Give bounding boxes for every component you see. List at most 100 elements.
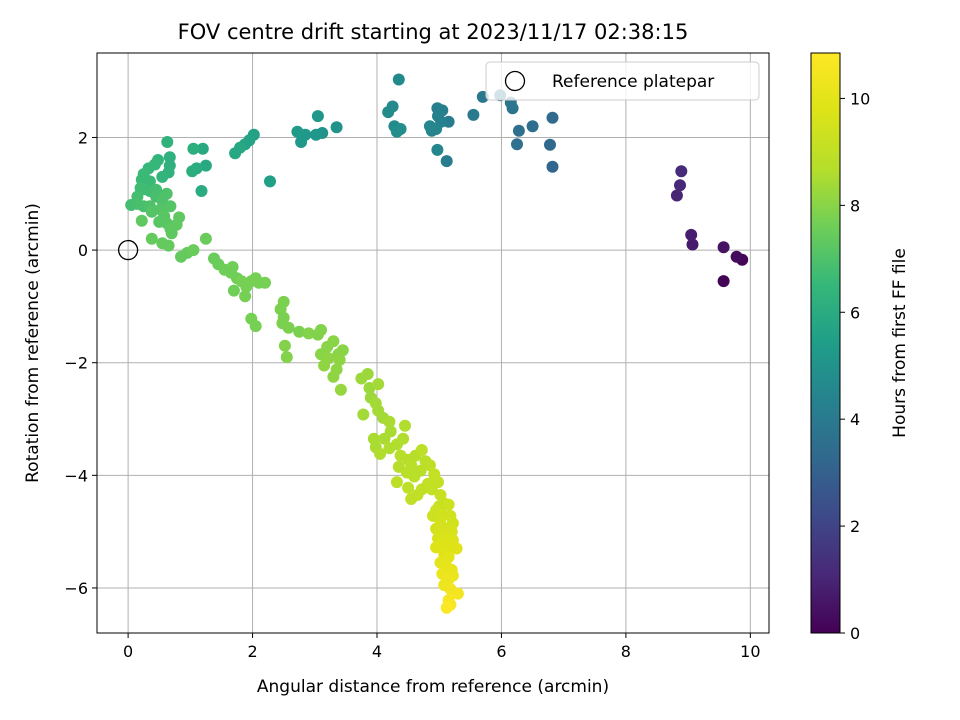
x-tick-label: 4 (372, 642, 382, 661)
data-point (227, 284, 240, 297)
data-point (196, 142, 209, 155)
legend-box (485, 61, 760, 101)
data-point (293, 325, 306, 338)
colorbar-tick-label: 2 (850, 517, 860, 536)
data-point (199, 232, 212, 245)
data-point (135, 214, 148, 227)
y-tick-label: 2 (78, 128, 88, 147)
data-point (160, 187, 173, 200)
data-point (451, 587, 464, 600)
reference-marker-layer (117, 239, 139, 261)
data-point (431, 143, 444, 156)
data-point (327, 335, 340, 348)
data-point (402, 481, 415, 494)
colorbar-gradient (810, 52, 841, 634)
data-point (334, 383, 347, 396)
data-point (259, 276, 271, 289)
x-tick-label: 6 (496, 642, 506, 661)
data-point (546, 160, 559, 173)
reference-platepar-marker (117, 239, 139, 261)
data-point (415, 444, 428, 456)
y-axis-label: Rotation from reference (arcmin) (23, 203, 43, 483)
data-point (423, 120, 436, 133)
data-point (164, 200, 177, 213)
data-point (145, 232, 158, 245)
data-point (450, 542, 463, 555)
data-point (361, 368, 374, 380)
data-point (195, 185, 208, 197)
data-point (318, 359, 331, 372)
y-axis-ticks: −6 −4 −2 0 2 (64, 128, 97, 598)
data-point (383, 415, 396, 428)
data-points (125, 73, 749, 614)
data-point (674, 179, 686, 192)
data-point (440, 155, 453, 168)
data-point (526, 120, 539, 133)
data-point (390, 476, 403, 489)
data-point (276, 317, 289, 330)
data-point (440, 601, 453, 614)
x-tick-label: 10 (740, 642, 760, 661)
gridlines (97, 53, 769, 633)
data-point (226, 261, 239, 273)
colorbar-tick-label: 8 (850, 196, 860, 215)
colorbar-label: Hours from first FF file (890, 248, 910, 438)
data-point (397, 432, 410, 445)
data-point (186, 165, 199, 178)
data-point (229, 147, 242, 160)
data-point (717, 241, 730, 254)
data-point (310, 128, 322, 141)
colorbar-tick-label: 10 (850, 89, 870, 108)
data-point (467, 108, 480, 121)
data-point (675, 165, 688, 178)
data-point (163, 151, 176, 164)
plot-area-frame (96, 52, 770, 634)
data-point (357, 408, 370, 421)
data-point (327, 370, 340, 383)
data-point (425, 483, 438, 496)
data-point (156, 170, 169, 183)
data-point (685, 228, 698, 241)
x-axis-ticks: 0 2 4 6 8 10 (123, 633, 761, 661)
data-point (187, 244, 200, 257)
x-tick-label: 8 (621, 642, 631, 661)
data-point (390, 125, 403, 138)
data-point (199, 159, 212, 172)
data-point (382, 106, 395, 119)
data-point (333, 353, 346, 366)
data-point (511, 138, 523, 151)
data-point (730, 250, 743, 263)
colorbar-tick-label: 0 (850, 624, 860, 643)
colorbar-ticks: 0 2 4 6 8 10 (840, 89, 870, 643)
colorbar: 0 2 4 6 8 10 Hours from first FF file (810, 52, 910, 643)
colorbar-tick-label: 6 (850, 303, 860, 322)
data-point (442, 498, 455, 511)
y-tick-label: 0 (78, 241, 88, 260)
data-point (187, 142, 200, 155)
data-point (392, 73, 405, 86)
data-point (162, 239, 175, 252)
data-point (264, 175, 276, 188)
data-point (717, 275, 730, 288)
data-point (686, 238, 699, 251)
data-point (546, 111, 559, 124)
x-axis-label: Angular distance from reference (arcmin) (257, 677, 609, 697)
legend: Reference platepar (485, 61, 760, 101)
data-point (249, 320, 262, 333)
data-point (336, 344, 349, 357)
data-point (295, 136, 308, 148)
data-point (544, 138, 556, 151)
data-point (378, 432, 391, 445)
data-point (330, 121, 343, 134)
legend-label: Reference platepar (552, 72, 714, 92)
data-point (374, 447, 387, 460)
data-point (278, 339, 291, 352)
x-tick-label: 0 (123, 642, 133, 661)
x-tick-label: 2 (247, 642, 257, 661)
data-point (315, 324, 327, 336)
data-point (173, 211, 186, 224)
data-point (399, 419, 411, 432)
data-point (670, 189, 683, 202)
data-point (427, 509, 439, 522)
data-point (423, 459, 436, 472)
